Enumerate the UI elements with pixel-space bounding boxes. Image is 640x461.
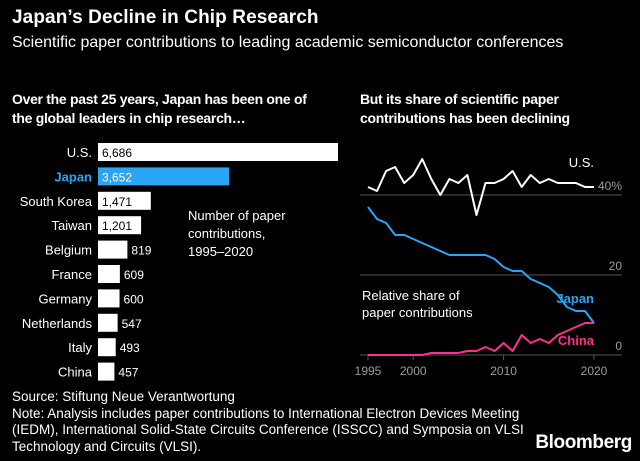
value-label-south-korea: 1,471 (102, 195, 132, 209)
value-label-belgium: 819 (131, 244, 151, 258)
bar-annotation-line-3: 1995–2020 (188, 244, 253, 259)
category-label-china: China (58, 365, 93, 380)
value-label-germany: 600 (124, 292, 144, 306)
value-label-u-s: 6,686 (102, 146, 132, 160)
series-line-japan (367, 206, 595, 324)
line-annotation-line-2: paper contributions (362, 305, 473, 320)
footer-notes: Source: Stiftung Neue Verantwortung Note… (12, 389, 532, 455)
series-label-us: U.S. (569, 155, 594, 170)
bar-italy (98, 338, 116, 357)
bar-u-s (98, 143, 338, 161)
bar-south-korea (98, 191, 151, 210)
bar-china (98, 362, 115, 381)
series-label-china: China (558, 333, 595, 348)
bar-chart-heading: Over the past 25 years, Japan has been o… (12, 91, 307, 126)
x-tick-label-2010: 2010 (490, 364, 517, 378)
y-tick-label-20: 20 (609, 259, 623, 273)
line-chart-heading: But its share of scientific paper contri… (360, 91, 570, 126)
bar-france (98, 265, 120, 283)
category-label-belgium: Belgium (45, 243, 92, 258)
note-text: Note: Analysis includes paper contributi… (12, 405, 524, 454)
y-tick-label-40: 40% (598, 179, 622, 193)
value-label-taiwan: 1,201 (102, 219, 132, 233)
chart-title: Japan’s Decline in Chip Research (12, 7, 319, 28)
bar-japan (98, 167, 230, 186)
bar-netherlands (98, 313, 118, 332)
x-tick-label-2020: 2020 (581, 364, 608, 378)
bar-annotation-line-2: contributions, (188, 226, 265, 241)
category-label-france: France (52, 267, 92, 282)
category-label-italy: Italy (68, 340, 92, 355)
value-label-japan: 3,652 (102, 170, 132, 184)
series-line-us (367, 158, 594, 216)
line-annotation-line-1: Relative share of (362, 288, 460, 303)
category-label-japan: Japan (54, 169, 92, 184)
chart-subtitle: Scientific paper contributions to leadin… (12, 34, 564, 51)
category-label-netherlands: Netherlands (22, 316, 93, 331)
bar-chart: U.S. 6,686 Japan 3,652 South Korea 1,471 Taiwa… (20, 143, 338, 381)
series-line-china (368, 322, 594, 356)
bloomberg-logo: Bloomberg (535, 432, 632, 453)
category-label-taiwan: Taiwan (52, 218, 92, 233)
value-label-netherlands: 547 (122, 317, 142, 331)
bar-annotation-line-1: Number of paper (188, 208, 286, 223)
category-label-germany: Germany (39, 291, 93, 306)
line-chart: 0 20 40% 1995 2000 2010 2020 U.S. Japan China (355, 155, 623, 378)
value-label-italy: 493 (120, 341, 140, 355)
category-label-u-s: U.S. (67, 145, 92, 160)
category-label-south-korea: South Korea (20, 194, 93, 209)
bar-germany (98, 289, 120, 308)
series-label-japan: Japan (556, 291, 594, 306)
value-label-china: 457 (118, 366, 138, 380)
x-tick-label-1995: 1995 (355, 364, 382, 378)
value-label-france: 609 (124, 268, 144, 282)
bar-taiwan (98, 216, 142, 235)
source-text: Source: Stiftung Neue Verantwortung (12, 389, 235, 404)
bar-belgium (98, 240, 128, 259)
x-tick-label-2000: 2000 (400, 364, 427, 378)
y-tick-label-0: 0 (615, 339, 622, 353)
